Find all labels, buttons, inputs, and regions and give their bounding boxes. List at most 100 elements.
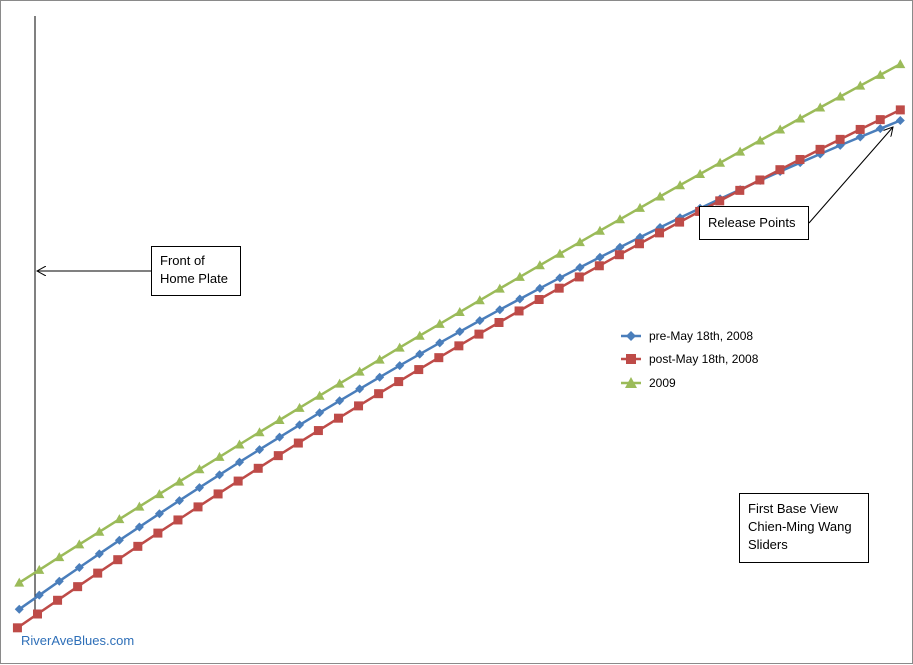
series-1-point-20	[414, 365, 424, 375]
series-0-point-9	[194, 483, 204, 493]
watermark: RiverAveBlues.com	[21, 633, 135, 648]
series-2-point-33	[675, 180, 686, 190]
series-0-point-7	[154, 509, 164, 519]
series-0-point-21	[435, 338, 445, 348]
series-2-point-15	[314, 390, 325, 400]
series-2-point-28	[574, 237, 585, 247]
series-0-point-15	[315, 408, 325, 418]
series-1-point-19	[394, 377, 404, 387]
series-2-point-14	[294, 402, 305, 412]
legend-label-pre: pre-May 18th, 2008	[649, 329, 753, 343]
series-2-point-26	[534, 260, 545, 270]
series-2-point-34	[695, 168, 706, 178]
series-2-point-41	[835, 91, 846, 101]
series-1-point-33	[675, 217, 685, 227]
series-0-point-8	[174, 496, 184, 506]
series-0-point-44	[895, 116, 905, 126]
series-2-point-12	[254, 427, 265, 437]
series-1-point-0	[12, 623, 22, 633]
series-0-point-27	[555, 273, 565, 283]
series-0-point-26	[535, 283, 545, 293]
series-2-point-18	[374, 354, 385, 364]
series-1-point-5	[113, 555, 123, 565]
legend: pre-May 18th, 2008 post-May 18th, 2008 2…	[621, 329, 759, 390]
series-1-point-13	[273, 451, 283, 461]
series-1-point-37	[755, 175, 765, 185]
view-callout: First Base View Chien-Ming Wang Sliders	[739, 493, 869, 563]
series-0-point-13	[275, 432, 285, 442]
series-0-point-22	[455, 327, 465, 337]
series-2-point-38	[775, 124, 786, 134]
view-line-2: Chien-Ming Wang	[748, 519, 852, 534]
series-1-point-8	[173, 515, 183, 525]
series-1-point-25	[514, 306, 524, 316]
series-1-point-32	[655, 228, 665, 238]
series-1-point-14	[293, 438, 303, 448]
legend-item-pre: pre-May 18th, 2008	[621, 329, 753, 343]
series-0-point-2	[54, 576, 64, 586]
series-0-point-42	[855, 132, 865, 142]
series-1-point-31	[634, 239, 644, 249]
series-2-point-2	[54, 552, 65, 562]
view-line-1: First Base View	[748, 501, 839, 516]
series-1-point-28	[574, 272, 584, 282]
series-2-point-6	[134, 501, 145, 511]
series-2-point-0	[14, 577, 25, 587]
series-2-point-30	[614, 214, 625, 224]
home-plate-line-2: Home Plate	[160, 271, 228, 286]
series-2-point-16	[334, 378, 345, 388]
series-2-point-25	[514, 271, 525, 281]
series-0-point-0	[14, 604, 24, 614]
series-layer	[12, 59, 906, 633]
series-2-point-5	[114, 514, 125, 524]
series-1-point-1	[32, 609, 42, 619]
series-0-point-12	[255, 445, 265, 455]
series-1-point-2	[53, 595, 63, 605]
series-2-point-35	[715, 157, 726, 167]
series-1-point-39	[795, 154, 805, 164]
series-2-point-31	[634, 202, 645, 212]
series-0-point-10	[214, 470, 224, 480]
series-1-point-26	[534, 295, 544, 305]
series-0-point-23	[475, 316, 485, 326]
series-0-point-20	[415, 349, 425, 359]
series-1-point-16	[333, 413, 343, 423]
series-0-point-16	[335, 396, 345, 406]
series-1-point-35	[715, 196, 725, 206]
legend-marker-diamond	[626, 331, 636, 341]
series-0-point-18	[375, 372, 385, 382]
series-2-point-39	[795, 113, 806, 123]
release-points-text: Release Points	[708, 215, 796, 230]
series-0-point-1	[34, 590, 44, 600]
series-0-point-14	[295, 420, 305, 430]
series-1-point-40	[815, 144, 825, 154]
series-2-point-44	[895, 59, 906, 69]
view-line-3: Sliders	[748, 537, 788, 552]
series-0-point-6	[134, 522, 144, 532]
series-2-point-8	[174, 476, 185, 486]
series-0-point-4	[94, 549, 104, 559]
series-1-point-41	[835, 134, 845, 144]
legend-label-post: post-May 18th, 2008	[649, 352, 759, 366]
series-0-point-19	[395, 361, 405, 371]
legend-marker-square	[626, 354, 636, 364]
series-1-point-43	[875, 115, 885, 125]
series-2-point-43	[875, 69, 886, 79]
series-1-point-44	[895, 105, 905, 115]
series-1-point-10	[213, 489, 223, 499]
series-2-point-10	[214, 451, 225, 461]
series-1-point-29	[594, 261, 604, 271]
series-2-point-19	[394, 342, 405, 352]
series-0-point-24	[495, 305, 505, 315]
series-1-point-23	[474, 329, 484, 339]
legend-marker-triangle	[625, 377, 637, 388]
series-0-point-5	[114, 535, 124, 545]
series-1-point-6	[133, 541, 143, 551]
series-2-point-23	[474, 295, 485, 305]
series-0-point-11	[235, 457, 245, 467]
series-2-point-36	[735, 146, 746, 156]
series-0-point-25	[515, 294, 525, 304]
series-2-point-3	[74, 539, 85, 549]
